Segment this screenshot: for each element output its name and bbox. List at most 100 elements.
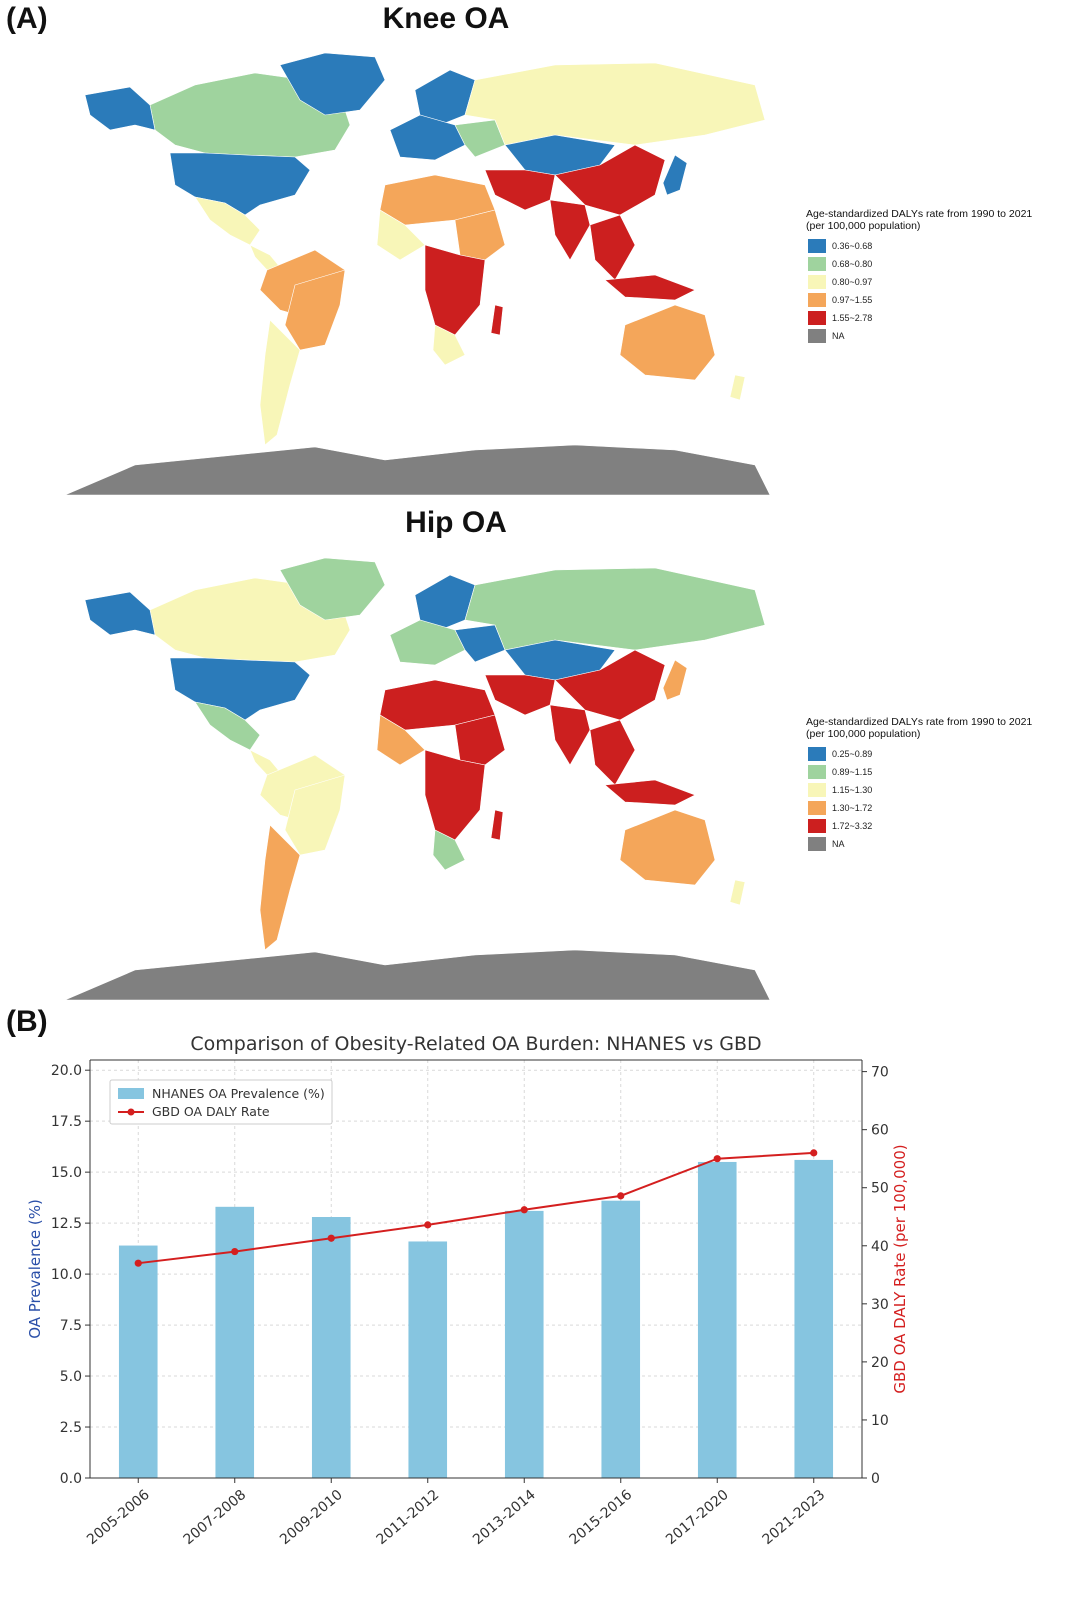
map-region-new-zealand bbox=[729, 374, 746, 401]
legend-swatch bbox=[808, 765, 826, 779]
x-tick-label: 2015-2016 bbox=[567, 1487, 636, 1548]
map-region-middle-east bbox=[484, 169, 556, 211]
hip-oa-legend: Age-standardized DALYs rate from 1990 to… bbox=[806, 716, 1032, 853]
legend-bar-label: NHANES OA Prevalence (%) bbox=[152, 1086, 325, 1101]
line-point bbox=[134, 1259, 142, 1267]
hip-oa-map-title: Hip OA bbox=[405, 506, 507, 539]
y-right-tick-label: 0 bbox=[871, 1471, 880, 1487]
legend-swatch bbox=[808, 819, 826, 833]
legend-swatch bbox=[808, 311, 826, 325]
map-region-russia bbox=[464, 567, 766, 651]
legend-line-marker bbox=[127, 1108, 135, 1116]
y-tick-label: 12.5 bbox=[51, 1216, 82, 1232]
map-region-india bbox=[549, 199, 591, 261]
chart-title: Comparison of Obesity-Related OA Burden:… bbox=[190, 1033, 761, 1055]
y-tick-label: 5.0 bbox=[60, 1369, 82, 1385]
line-point bbox=[327, 1234, 335, 1242]
map-region-brazil bbox=[284, 269, 346, 351]
y-tick-label: 15.0 bbox=[51, 1165, 82, 1181]
map-region-greenland bbox=[279, 557, 386, 621]
legend-swatch bbox=[808, 329, 826, 343]
x-tick-label: 2021-2023 bbox=[760, 1487, 829, 1548]
legend-item: 0.97~1.55 bbox=[808, 291, 1032, 309]
bar bbox=[408, 1241, 448, 1478]
legend-title-line-1: Age-standardized DALYs rate from 1990 to… bbox=[806, 208, 1033, 220]
legend-swatch bbox=[808, 257, 826, 271]
map-region-madagascar bbox=[490, 304, 504, 336]
map-region-usa bbox=[169, 152, 311, 216]
map-region-china bbox=[554, 649, 666, 721]
legend-swatch bbox=[808, 801, 826, 815]
bar bbox=[601, 1200, 641, 1478]
bar bbox=[697, 1161, 737, 1478]
legend-title-line-1: Age-standardized DALYs rate from 1990 to… bbox=[806, 716, 1033, 728]
series-line bbox=[138, 1151, 814, 1265]
map-region-japan bbox=[662, 154, 688, 196]
map-region-south-africa bbox=[432, 829, 466, 871]
legend-swatch bbox=[808, 275, 826, 289]
legend-item: 0.68~0.80 bbox=[808, 255, 1032, 273]
legend-item-label: 0.80~0.97 bbox=[832, 277, 873, 287]
legend-item-label: 1.15~1.30 bbox=[832, 785, 873, 795]
knee-oa-legend: Age-standardized DALYs rate from 1990 to… bbox=[806, 208, 1032, 345]
chart-legend-box bbox=[109, 1079, 333, 1125]
legend-bar-swatch bbox=[118, 1088, 144, 1099]
legend-item: 1.55~2.78 bbox=[808, 309, 1032, 327]
bar bbox=[504, 1210, 544, 1478]
map-region-indonesia bbox=[604, 274, 696, 301]
bar bbox=[311, 1217, 351, 1478]
map-region-china bbox=[554, 144, 666, 216]
map-region-southeast-asia bbox=[589, 719, 636, 786]
map-region-east-africa bbox=[454, 714, 506, 766]
legend-swatch bbox=[808, 783, 826, 797]
legend-item: 1.72~3.32 bbox=[808, 817, 1032, 835]
line-point bbox=[520, 1206, 528, 1214]
legend-item-label: 0.89~1.15 bbox=[832, 767, 873, 777]
map-region-middle-east bbox=[484, 674, 556, 716]
legend-item-label: 1.30~1.72 bbox=[832, 803, 873, 813]
map-region-west-africa bbox=[376, 209, 426, 261]
legend-item-label: 1.72~3.32 bbox=[832, 821, 873, 831]
legend-item: 0.36~0.68 bbox=[808, 237, 1032, 255]
map-region-antarctica bbox=[64, 444, 771, 496]
map-region-greenland bbox=[279, 52, 386, 116]
y-right-axis-label: GBD OA DALY Rate (per 100,000) bbox=[891, 1144, 909, 1393]
map-region-central-africa bbox=[424, 749, 486, 841]
legend-swatch bbox=[808, 837, 826, 851]
y-axis-label: OA Prevalence (%) bbox=[26, 1199, 44, 1339]
map-countries bbox=[64, 52, 771, 496]
x-tick-label: 2017-2020 bbox=[663, 1487, 732, 1548]
line-point bbox=[617, 1192, 625, 1200]
map-region-russia bbox=[464, 62, 766, 146]
legend-item: 0.25~0.89 bbox=[808, 745, 1032, 763]
map-region-west-africa bbox=[376, 714, 426, 766]
y-tick-label: 17.5 bbox=[51, 1114, 82, 1130]
map-region-japan bbox=[662, 659, 688, 701]
bar bbox=[118, 1245, 158, 1478]
legend-item: 1.15~1.30 bbox=[808, 781, 1032, 799]
x-tick-label: 2005-2006 bbox=[84, 1487, 153, 1548]
oa-burden-comparison-chart: Comparison of Obesity-Related OA Burden:… bbox=[26, 1033, 909, 1548]
y-tick-label: 10.0 bbox=[51, 1267, 82, 1283]
y-tick-label: 2.5 bbox=[60, 1420, 82, 1436]
y-right-tick-label: 30 bbox=[871, 1297, 889, 1313]
x-tick-label: 2009-2010 bbox=[277, 1487, 346, 1548]
map-region-central-africa bbox=[424, 244, 486, 336]
x-tick-label: 2013-2014 bbox=[470, 1487, 539, 1548]
x-tick-label: 2007-2008 bbox=[181, 1487, 250, 1548]
map-region-europe-east bbox=[454, 624, 506, 663]
bar bbox=[215, 1206, 255, 1478]
map-region-mexico bbox=[194, 701, 261, 751]
hip-oa-world-map bbox=[64, 557, 771, 1001]
legend-item: NA bbox=[808, 835, 1032, 853]
map-region-indonesia bbox=[604, 779, 696, 806]
legend-line-label: GBD OA DALY Rate bbox=[152, 1104, 270, 1119]
legend-item-label: NA bbox=[832, 839, 845, 849]
legend-title-line-2: (per 100,000 population) bbox=[806, 220, 921, 232]
map-region-new-zealand bbox=[729, 879, 746, 906]
panel-b-label: (B) bbox=[6, 1005, 48, 1038]
knee-oa-map-title: Knee OA bbox=[382, 2, 510, 35]
legend-item: 0.89~1.15 bbox=[808, 763, 1032, 781]
legend-title-line-2: (per 100,000 population) bbox=[806, 728, 921, 740]
legend-item: 0.80~0.97 bbox=[808, 273, 1032, 291]
